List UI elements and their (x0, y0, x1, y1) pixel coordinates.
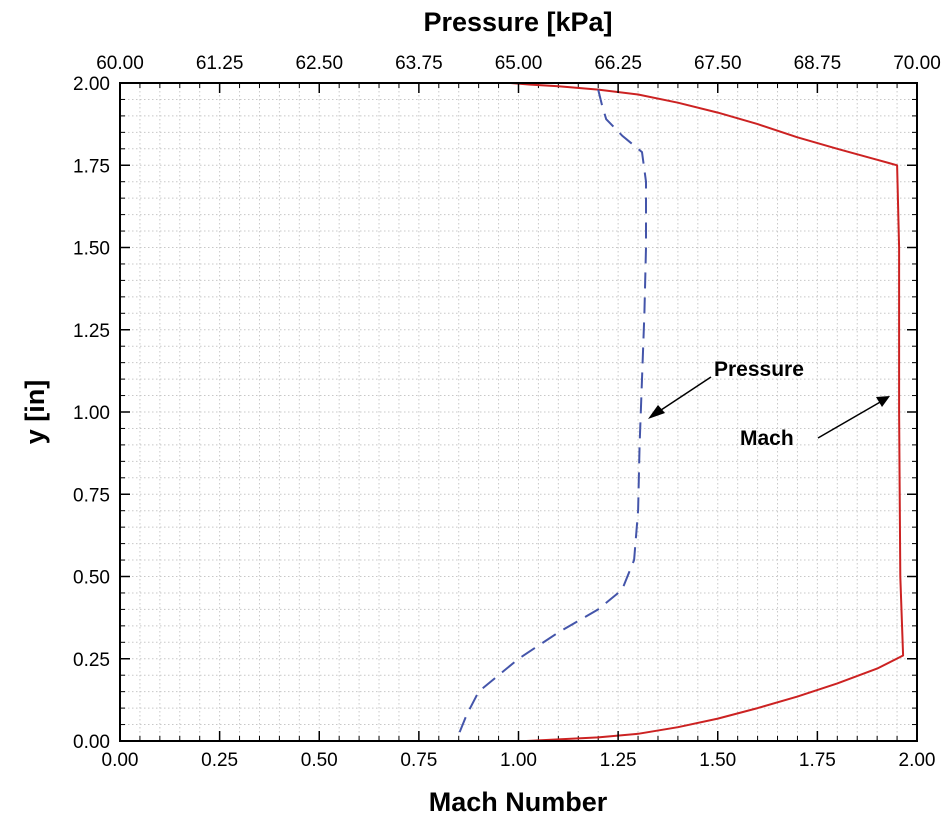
x2-tick-label: 62.50 (295, 53, 343, 74)
x2-tick-label: 67.50 (694, 53, 742, 74)
y-axis-title: y [in] (20, 380, 50, 445)
pressure-annotation-arrow (654, 376, 712, 415)
series-line-pressure (455, 89, 647, 742)
y-tick-label: 1.00 (73, 403, 110, 424)
y-tick-label: 1.25 (73, 321, 110, 342)
x-tick-label: 0.50 (301, 750, 338, 771)
mach-arrowhead (876, 396, 890, 407)
mach-annotation-label: Mach (740, 427, 794, 450)
x2-tick-label: 60.00 (96, 53, 144, 74)
x2-tick-label: 68.75 (794, 53, 842, 74)
y-tick-label: 0.75 (73, 485, 110, 506)
x2-tick-label: 66.25 (594, 53, 642, 74)
x2-axis-title: Pressure [kPa] (423, 7, 612, 37)
series-layer (455, 82, 905, 742)
x-tick-label: 0.75 (400, 750, 437, 771)
grid (120, 83, 917, 741)
x2-tick-label: 70.00 (893, 53, 941, 74)
y-tick-label: 0.25 (73, 650, 110, 671)
x2-axis-ticks: 60.00 61.25 62.50 63.75 65.00 66.25 67.50 68.75… (96, 53, 941, 93)
x-tick-label: 2.00 (899, 750, 936, 771)
y-tick-label: 1.50 (73, 239, 110, 260)
x-tick-label: 1.25 (600, 750, 637, 771)
x2-tick-label: 61.25 (196, 53, 244, 74)
y-tick-label: 0.50 (73, 568, 110, 589)
pressure-annotation-label: Pressure (714, 358, 804, 381)
mach-annotation-arrow (817, 400, 883, 439)
x-tick-label: 1.50 (699, 750, 736, 771)
series-line-mach (510, 82, 905, 742)
y-tick-label: 0.00 (73, 732, 110, 753)
x-tick-label: 1.75 (799, 750, 836, 771)
y-axis-ticks: 0.00 0.25 0.50 0.75 1.00 1.25 1.50 1.75 2.00 (73, 74, 917, 753)
x2-tick-label: 65.00 (495, 53, 543, 74)
y-tick-label: 1.75 (73, 156, 110, 177)
annotations: Pressure Mach (648, 358, 890, 450)
x-tick-label: 0.25 (201, 750, 238, 771)
y-tick-label: 2.00 (73, 74, 110, 95)
x-axis-ticks: 0.00 0.25 0.50 0.75 1.00 1.25 1.50 1.75 2.00 (102, 731, 936, 771)
x2-tick-label: 63.75 (395, 53, 443, 74)
x-tick-label: 0.00 (102, 750, 139, 771)
x-axis-title: Mach Number (429, 787, 608, 816)
pressure-arrowhead (648, 405, 665, 419)
x-tick-label: 1.00 (500, 750, 537, 771)
